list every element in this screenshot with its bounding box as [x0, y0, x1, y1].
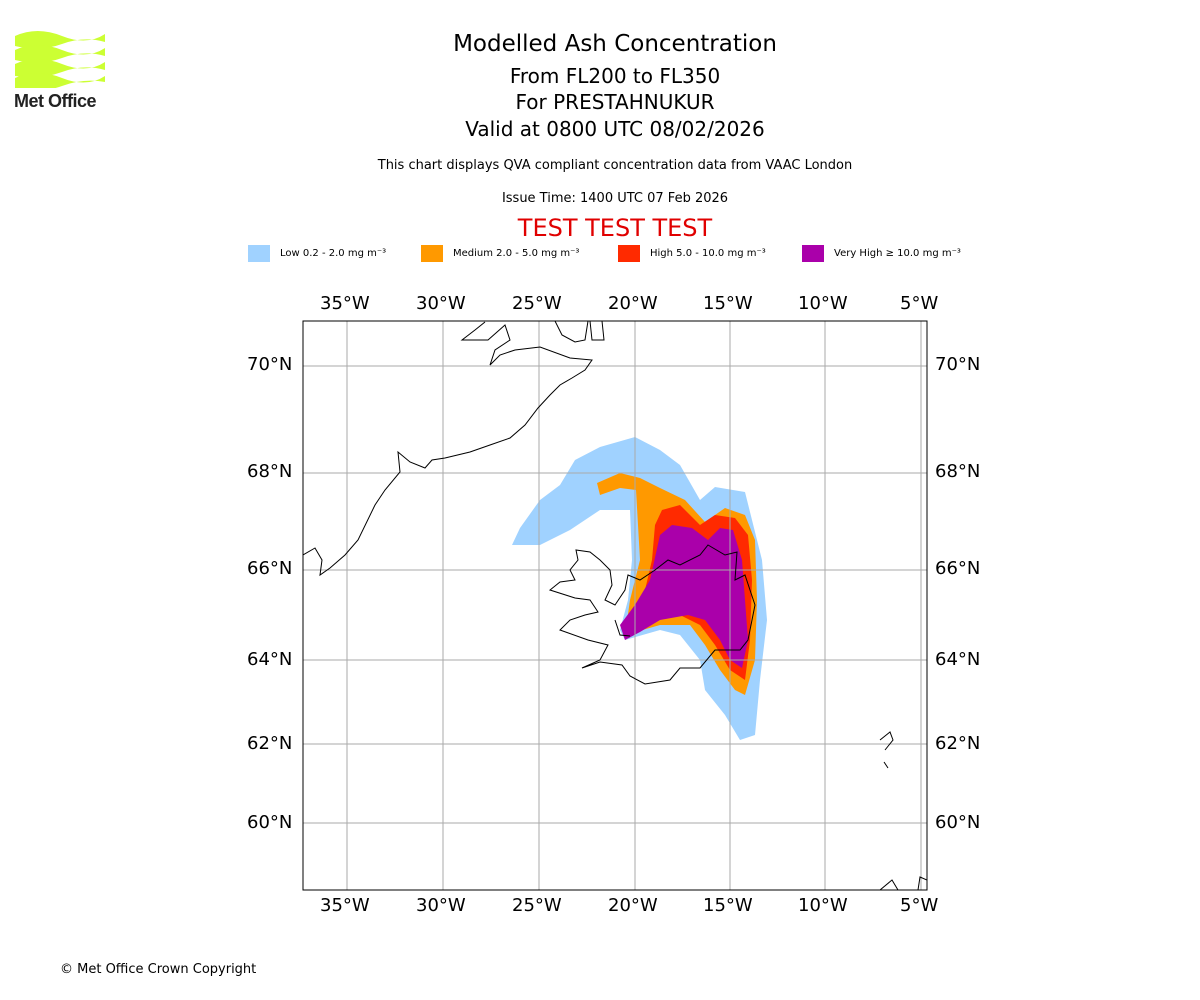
lon-top-15w: 15°W: [703, 293, 753, 314]
lon-bottom-25w: 25°W: [512, 895, 562, 916]
issue-time: Issue Time: 1400 UTC 07 Feb 2026: [501, 191, 729, 206]
lat-right-68n: 68°N: [935, 461, 981, 482]
wave-logo-icon: [15, 31, 105, 88]
legend-swatch: [802, 245, 824, 262]
coastlines: [303, 321, 927, 890]
legend-label: Very High ≥ 10.0 mg m⁻³: [834, 248, 961, 259]
legend-low: Low 0.2 - 2.0 mg m⁻³: [248, 245, 386, 262]
test-banner: TEST TEST TEST: [517, 214, 713, 242]
lon-top-30w: 30°W: [416, 293, 466, 314]
title-line-4: Valid at 0800 UTC 08/02/2026: [465, 117, 765, 141]
title-line-1: Modelled Ash Concentration: [453, 31, 777, 57]
lon-top-5w: 5°W: [900, 293, 939, 314]
copyright-footer: © Met Office Crown Copyright: [60, 962, 257, 977]
lat-left-70n: 70°N: [247, 354, 293, 375]
logo-text: Met Office: [14, 91, 97, 111]
lat-left-64n: 64°N: [247, 649, 293, 670]
lat-left-68n: 68°N: [247, 461, 293, 482]
gridlines: [303, 321, 927, 890]
met-office-logo: Met Office: [12, 28, 112, 113]
lon-bottom-5w: 5°W: [900, 895, 939, 916]
lat-left-66n: 66°N: [247, 558, 293, 579]
lon-top-35w: 35°W: [320, 293, 370, 314]
lat-right-70n: 70°N: [935, 354, 981, 375]
lat-right-62n: 62°N: [935, 733, 981, 754]
legend-swatch: [421, 245, 443, 262]
lat-left-60n: 60°N: [247, 812, 293, 833]
lon-bottom-35w: 35°W: [320, 895, 370, 916]
lon-bottom-20w: 20°W: [608, 895, 658, 916]
legend-label: Low 0.2 - 2.0 mg m⁻³: [280, 248, 387, 259]
legend-label: Medium 2.0 - 5.0 mg m⁻³: [453, 248, 580, 259]
lat-right-60n: 60°N: [935, 812, 981, 833]
lon-bottom-10w: 10°W: [798, 895, 848, 916]
lon-bottom-30w: 30°W: [416, 895, 466, 916]
lon-top-25w: 25°W: [512, 293, 562, 314]
legend-label: High 5.0 - 10.0 mg m⁻³: [650, 248, 766, 259]
map-frame: [302, 320, 928, 891]
subtitle: This chart displays QVA compliant concen…: [377, 158, 853, 173]
lat-right-64n: 64°N: [935, 649, 981, 670]
title-line-2: From FL200 to FL350: [509, 64, 721, 88]
legend-very-high: Very High ≥ 10.0 mg m⁻³: [802, 245, 961, 262]
legend-swatch: [248, 245, 270, 262]
iceland-coast: [548, 544, 756, 685]
lon-bottom-15w: 15°W: [703, 895, 753, 916]
lat-right-66n: 66°N: [935, 558, 981, 579]
lon-top-20w: 20°W: [608, 293, 658, 314]
ash-very-high: [620, 525, 748, 668]
legend-swatch: [618, 245, 640, 262]
title-line-3: For PRESTAHNUKUR: [515, 90, 715, 114]
lon-top-10w: 10°W: [798, 293, 848, 314]
lat-left-62n: 62°N: [247, 733, 293, 754]
legend-high: High 5.0 - 10.0 mg m⁻³: [618, 245, 766, 262]
legend-medium: Medium 2.0 - 5.0 mg m⁻³: [421, 245, 579, 262]
